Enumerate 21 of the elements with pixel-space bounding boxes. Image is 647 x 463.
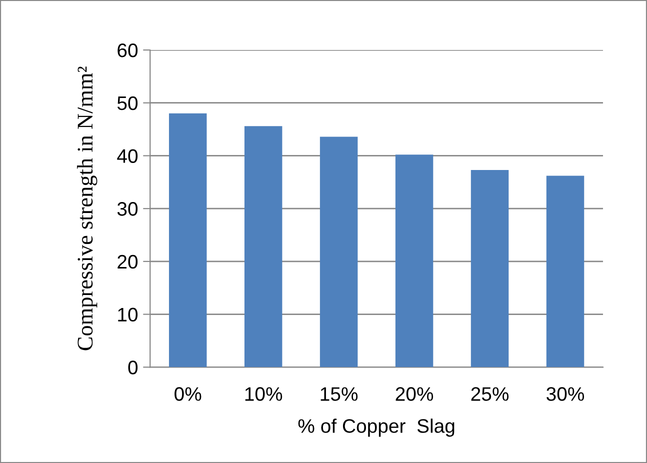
y-tick-label: 50 <box>117 96 138 110</box>
bar <box>168 113 207 368</box>
x-tick-label: 30% <box>546 387 584 401</box>
x-tick-label: 10% <box>245 387 282 401</box>
y-tick-label: 40 <box>117 149 138 163</box>
y-axis-title: Compressive strength in N/mm² <box>77 66 98 350</box>
y-tick-label: 0 <box>128 360 138 374</box>
bar <box>395 154 434 368</box>
bar <box>320 136 358 368</box>
y-tick-label: 60 <box>118 43 138 58</box>
bar <box>244 126 282 368</box>
x-tick-label: 0% <box>174 387 202 401</box>
bar <box>546 176 584 368</box>
y-tick-label: 30 <box>117 202 138 216</box>
y-tick-label: 10 <box>118 308 138 322</box>
y-tick-label: 20 <box>118 254 138 269</box>
x-tick-label: 20% <box>396 387 434 401</box>
x-tick-label: 15% <box>320 387 358 401</box>
x-tick-label: 25% <box>471 387 509 401</box>
x-axis-title: % of Copper Slag <box>298 418 454 437</box>
bar <box>470 170 509 368</box>
